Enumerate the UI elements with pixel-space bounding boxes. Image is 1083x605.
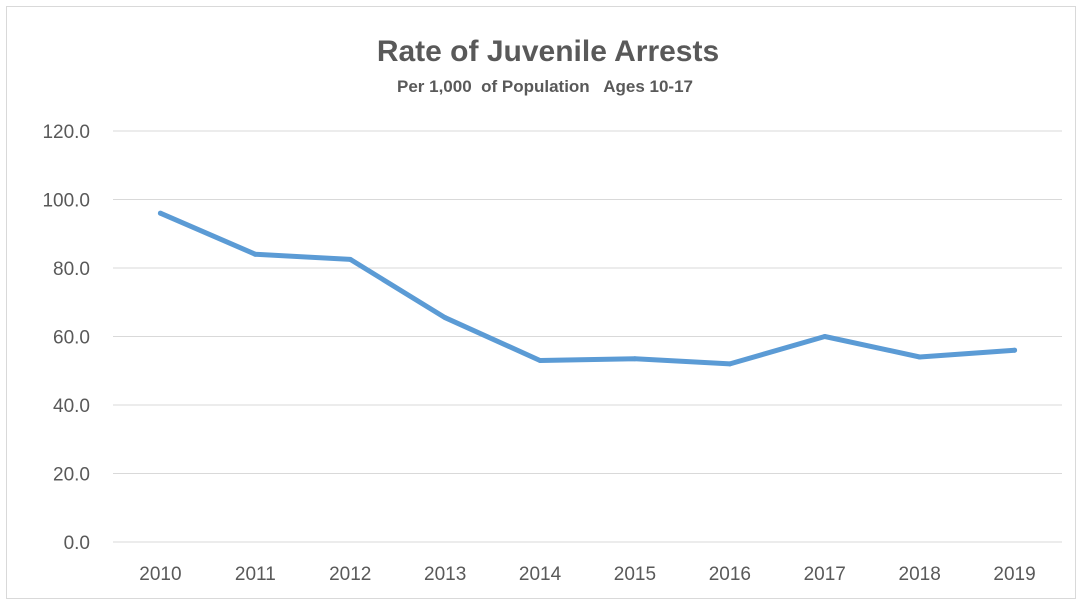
- chart-frame: [6, 6, 1076, 599]
- y-tick-label: 60.0: [53, 328, 90, 349]
- y-tick-label: 20.0: [53, 465, 90, 486]
- y-tick-label: 0.0: [64, 533, 90, 554]
- y-tick-label: 100.0: [42, 191, 90, 212]
- data-point-2019: [1012, 347, 1018, 353]
- data-point-2016: [727, 361, 733, 367]
- x-tick-label: 2018: [899, 564, 941, 585]
- x-tick-label: 2010: [139, 564, 181, 585]
- series-line-0: [157, 210, 1018, 367]
- data-point-2013: [442, 315, 448, 321]
- y-tick-label: 40.0: [53, 396, 90, 417]
- x-axis-tick-labels: 2010 2011 2012 2013 2014 2015 2016 2017 2018 2019: [139, 564, 1035, 585]
- x-tick-label: 2013: [424, 564, 466, 585]
- y-tick-label: 80.0: [53, 259, 90, 280]
- gridlines: [113, 130, 1062, 543]
- data-point-2017: [822, 334, 828, 339]
- y-tick-label: 120.0: [42, 122, 90, 143]
- data-point-2011: [252, 251, 258, 257]
- x-tick-label: 2019: [993, 564, 1035, 585]
- data-point-2015: [632, 356, 638, 362]
- x-tick-label: 2015: [614, 564, 656, 585]
- x-tick-label: 2014: [519, 564, 562, 585]
- chart-title: Rate of Juvenile Arrests: [377, 35, 719, 68]
- x-tick-label: 2011: [235, 564, 276, 585]
- x-tick-label: 2017: [804, 564, 846, 585]
- y-axis-tick-labels: 0.0 20.0 40.0 60.0 80.0 100.0 120.0: [42, 122, 90, 554]
- data-point-2018: [917, 354, 923, 360]
- data-point-2014: [537, 357, 543, 363]
- series-layer: [157, 210, 1018, 367]
- data-point-2010: [157, 210, 163, 216]
- x-tick-label: 2016: [709, 564, 751, 585]
- chart-subtitle: Per 1,000 of Population Ages 10-17: [397, 77, 693, 96]
- data-point-2012: [347, 256, 353, 262]
- x-tick-label: 2012: [329, 564, 371, 585]
